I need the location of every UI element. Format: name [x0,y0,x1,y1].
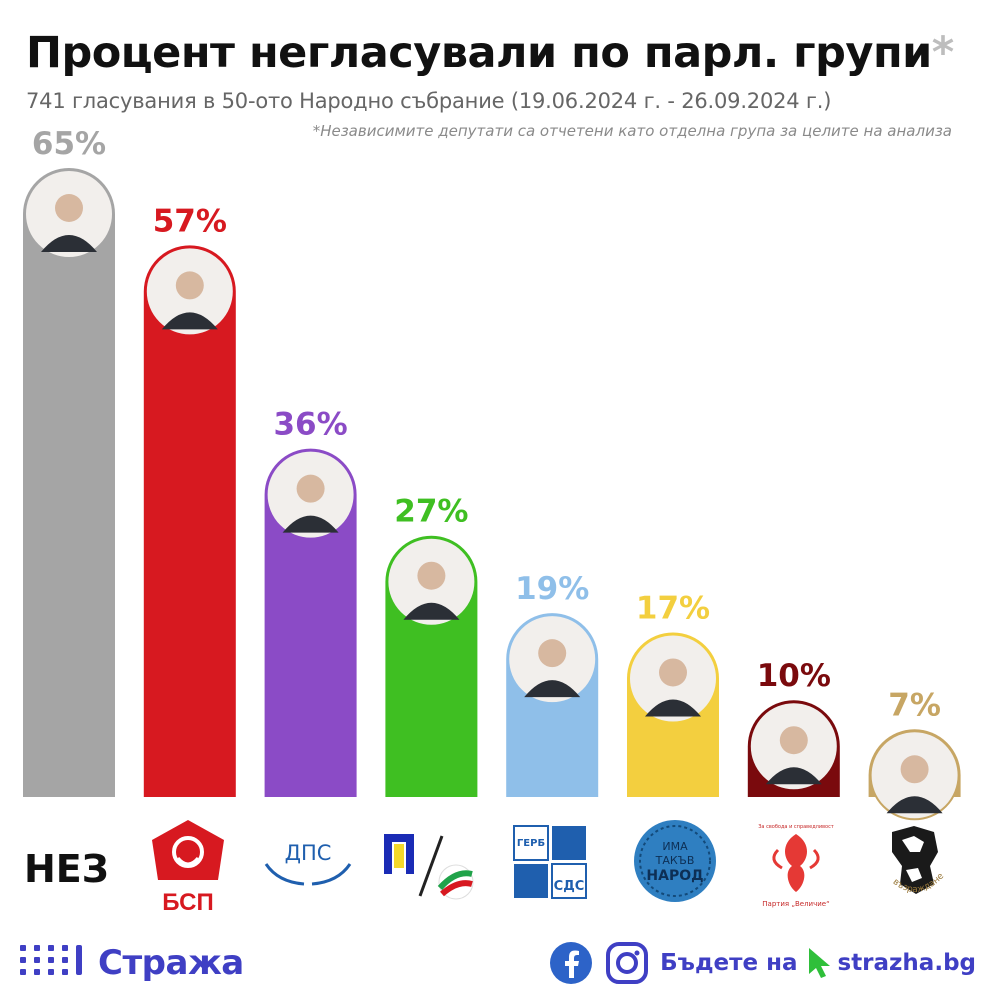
itn-text-1: ИМА [662,840,688,853]
portrait-body-3 [282,515,339,533]
value-label-1: 65% [32,126,106,162]
footer-brand: Стража [18,938,244,988]
itn-text-2: ТАКЪВ [655,854,695,867]
portrait-face-5 [538,639,567,668]
value-label-8: 7% [888,687,941,723]
portrait-face-4 [417,561,446,590]
portrait-face-1 [55,194,83,222]
value-label-5: 19% [515,571,589,607]
portrait-body-1 [41,235,97,252]
chart-title: Процент негласували по парл. групи* [26,28,954,78]
bar-1 [23,168,115,797]
dps-logo-text: ДПС [285,841,332,865]
portrait-body-4 [403,602,460,620]
itn-text-3: НАРОД [646,868,703,884]
value-label-2: 57% [153,203,227,239]
phoenix-icon [785,834,807,892]
bsp-logo: БСП [152,820,224,914]
portrait-body-6 [645,699,701,717]
bsp-logo-text: БСП [162,889,214,914]
instagram-icon[interactable] [604,940,650,986]
bsp-logo-shape [152,820,224,880]
footer-cta: Бъдете на [660,950,798,976]
velichie-text: Партия „Величие“ [762,900,829,908]
portrait-body-7 [765,767,822,785]
vazrazhdane-logo: възраждане [891,826,946,895]
facebook-icon[interactable] [548,940,594,986]
laurel-left-icon [264,863,305,886]
lion-icon [892,826,938,894]
chart-footnote: *Независимите депутати са отчетени като … [312,122,952,140]
portrait-face-7 [779,726,808,755]
brand-name: Стража [98,943,244,983]
chart-subtitle: 741 гласувания в 50-ото Народно събрание… [26,89,832,113]
footer-site-link[interactable]: strazha.bg [837,950,977,976]
pp-db-logo [384,834,474,900]
bar-2 [143,245,236,797]
portrait-body-5 [524,680,581,698]
dps-logo: ДПС [264,841,352,886]
velichie-top-text: За свобода и справедливост [758,824,834,830]
title-asterisk: * [931,28,955,78]
value-label-4: 27% [394,494,468,530]
gerb-text: ГЕРБ [517,838,545,849]
laurel-right-icon [311,863,352,886]
brand-dots-icon [20,945,82,975]
footer-social: Бъдете на strazha.bg [548,938,976,988]
rose-icon [172,836,204,868]
bar-3 [264,448,357,797]
portrait-body-8 [886,796,943,814]
velichie-logo: За свобода и справедливост Партия „Велич… [758,824,834,908]
portrait-face-6 [659,658,687,687]
portrait-face-2 [175,271,204,300]
sds-text: СДС [554,879,585,894]
cursor-arrow-icon [808,948,830,978]
value-label-3: 36% [273,407,347,443]
gerb-sds-logo: ГЕРБ СДС [513,825,587,899]
value-label-6: 17% [636,590,710,626]
portrait-face-3 [296,474,325,503]
itn-logo: ИМА ТАКЪВ НАРОД [634,820,716,902]
portrait-body-2 [161,312,218,330]
independents-label: НЕЗ [24,847,109,891]
portrait-face-8 [900,755,929,784]
value-label-7: 10% [757,658,831,694]
